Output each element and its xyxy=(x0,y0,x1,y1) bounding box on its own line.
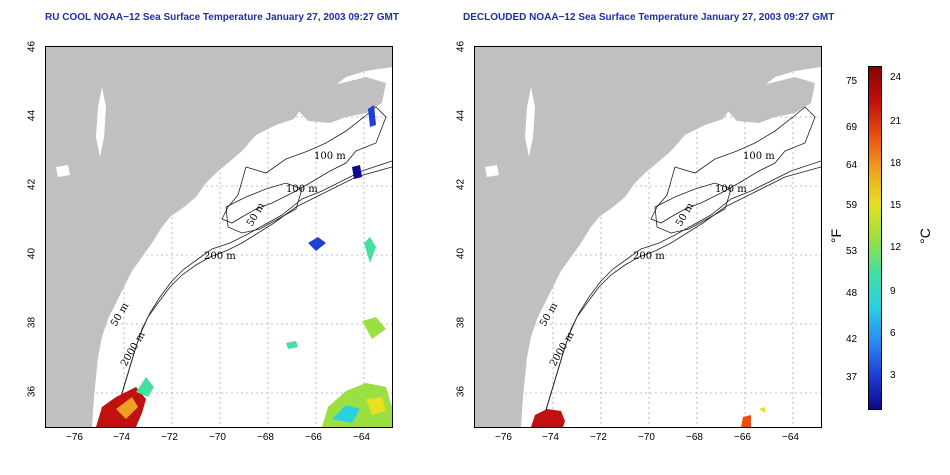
left-map-canvas: 100 m 100 m 50 m 200 m 50 m 2000 m xyxy=(46,47,392,427)
contour-label-3: 50 m xyxy=(245,201,267,229)
f-tick: 53 xyxy=(846,246,858,257)
x-tick: −66 xyxy=(305,432,322,443)
c-tick: 21 xyxy=(890,116,902,127)
contour-label-6: 2000 m xyxy=(548,330,577,369)
c-tick: 3 xyxy=(890,370,896,381)
contour-label-3: 50 m xyxy=(674,201,696,229)
y-tick: 40 xyxy=(26,247,38,260)
land-mass xyxy=(475,47,821,427)
c-tick: 12 xyxy=(890,242,902,253)
land-mass xyxy=(46,47,392,427)
lake xyxy=(56,165,70,177)
x-tick: −70 xyxy=(209,432,226,443)
x-tick: −74 xyxy=(113,432,130,443)
x-tick: −76 xyxy=(66,432,83,443)
y-tick: 36 xyxy=(455,385,467,398)
right-map-canvas: 100 m 100 m 50 m 200 m 50 m 2000 m xyxy=(475,47,821,427)
f-tick: 69 xyxy=(846,122,858,133)
y-tick: 46 xyxy=(26,40,38,53)
contour-label-2: 100 m xyxy=(286,184,318,195)
c-tick: 24 xyxy=(890,72,902,83)
f-tick: 59 xyxy=(846,200,858,211)
nova-scotia xyxy=(286,77,386,123)
celsius-label: °C xyxy=(916,228,933,244)
f-tick: 75 xyxy=(846,76,858,87)
contour-label-6: 2000 m xyxy=(119,330,148,369)
x-tick: −64 xyxy=(782,432,799,443)
contour-label-1: 100 m xyxy=(743,151,775,162)
colorbar-gradient xyxy=(869,67,881,409)
bathymetry-contours xyxy=(111,106,392,427)
left-map-title: RU COOL NOAA−12 Sea Surface Temperature … xyxy=(45,12,399,23)
f-tick: 42 xyxy=(846,334,858,345)
contour-label-4: 200 m xyxy=(633,251,665,262)
c-tick: 18 xyxy=(890,158,902,169)
lake xyxy=(96,87,106,157)
c-tick: 15 xyxy=(890,200,902,211)
right-map-title: DECLOUDED NOAA−12 Sea Surface Temperatur… xyxy=(463,12,835,23)
x-tick: −66 xyxy=(734,432,751,443)
lake xyxy=(525,87,535,157)
x-tick: −64 xyxy=(353,432,370,443)
y-tick: 38 xyxy=(26,316,38,329)
lake xyxy=(485,165,499,177)
bathymetry-contours xyxy=(540,106,821,427)
x-tick: −70 xyxy=(638,432,655,443)
y-tick: 42 xyxy=(26,178,38,191)
fahrenheit-label: °F xyxy=(828,228,845,244)
contour-label-2: 100 m xyxy=(715,184,747,195)
y-tick: 44 xyxy=(26,109,38,122)
c-tick: 9 xyxy=(890,286,896,297)
y-tick: 36 xyxy=(26,385,38,398)
c-tick: 6 xyxy=(890,328,896,339)
colorbar xyxy=(868,66,882,410)
y-tick: 40 xyxy=(455,247,467,260)
x-tick: −76 xyxy=(495,432,512,443)
y-tick: 38 xyxy=(455,316,467,329)
right-map[interactable]: 100 m 100 m 50 m 200 m 50 m 2000 m xyxy=(474,46,822,428)
contour-label-4: 200 m xyxy=(204,251,236,262)
x-tick: −74 xyxy=(542,432,559,443)
sst-patches xyxy=(96,105,392,427)
y-tick: 44 xyxy=(455,109,467,122)
y-tick: 42 xyxy=(455,178,467,191)
x-tick: −72 xyxy=(161,432,178,443)
f-tick: 48 xyxy=(846,288,858,299)
f-tick: 37 xyxy=(846,372,858,383)
left-map[interactable]: 100 m 100 m 50 m 200 m 50 m 2000 m xyxy=(45,46,393,428)
contour-label-1: 100 m xyxy=(314,151,346,162)
y-tick: 46 xyxy=(455,40,467,53)
x-tick: −72 xyxy=(590,432,607,443)
x-tick: −68 xyxy=(257,432,274,443)
x-tick: −68 xyxy=(686,432,703,443)
sst-patches xyxy=(531,407,765,427)
f-tick: 64 xyxy=(846,160,858,171)
nova-scotia xyxy=(715,77,815,123)
